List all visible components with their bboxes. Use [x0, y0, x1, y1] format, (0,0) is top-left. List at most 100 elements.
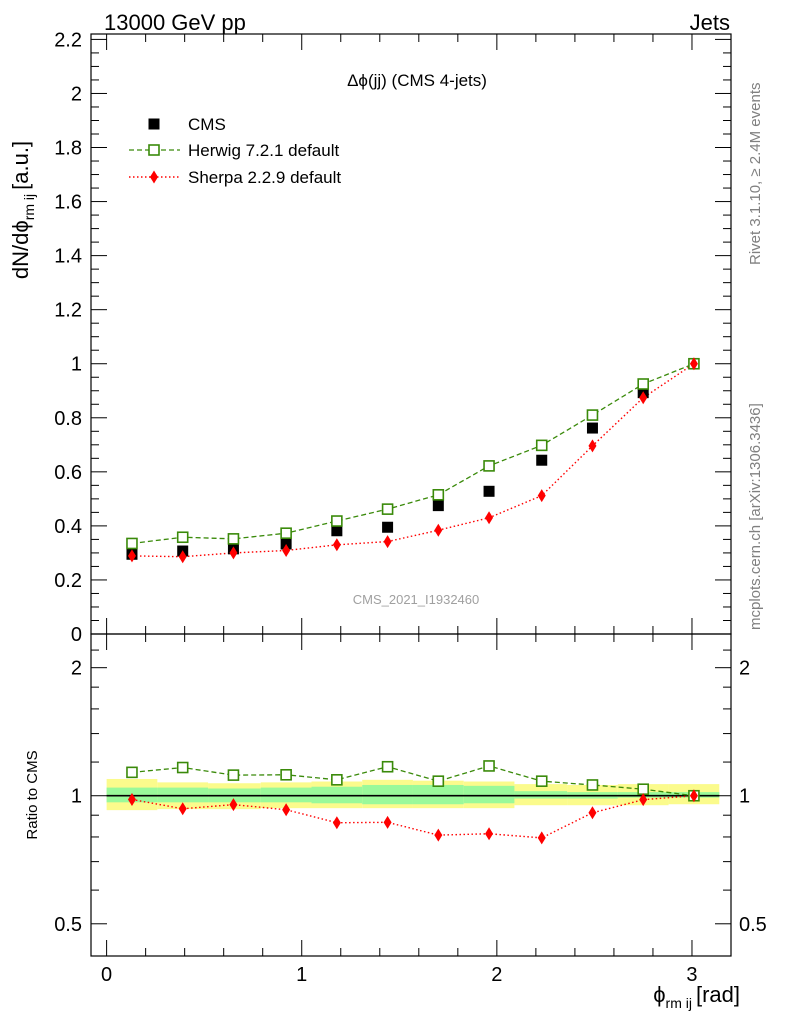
ratio-sherpa-2-2-9-default-point-1	[178, 802, 187, 816]
main-sherpa-2-2-9-default-point-9	[588, 439, 597, 453]
main-herwig-7-2-1-default-point-4	[331, 515, 343, 527]
main-y-tick-label: 0.4	[54, 516, 82, 538]
ratio-band-inner	[463, 785, 515, 804]
main-frame	[90, 33, 732, 635]
x-label-unit: [rad]	[696, 982, 740, 1007]
main-cms-point-5	[382, 521, 394, 533]
main-sherpa-2-2-9-default-point-4	[332, 538, 341, 552]
main-sherpa-2-2-9-default-point-5	[383, 535, 392, 549]
legend-label-sherpa-2-2-9-default: Sherpa 2.2.9 default	[188, 168, 341, 187]
ratio-herwig-7-2-1-default-point-6	[432, 775, 445, 787]
ratio-band-inner	[412, 784, 464, 805]
ratio-sherpa-2-2-9-default-point-7	[485, 827, 494, 841]
x-label-main: ϕ	[653, 982, 665, 1007]
main-y-tick-label: 0.8	[54, 408, 82, 430]
ratio-herwig-7-2-1-default-point-0	[126, 766, 138, 779]
main-sherpa-2-2-9-default-point-6	[434, 523, 443, 537]
x-tick-label: 1	[296, 964, 307, 986]
side-label-bottom: mcplots.cern.ch [arXiv:1306.3436]	[747, 403, 764, 630]
main-y-tick-label: 0.6	[54, 462, 82, 484]
main-sherpa-2-2-9-default-point-8	[537, 489, 546, 503]
legend-label-herwig-7-2-1-default: Herwig 7.2.1 default	[188, 141, 339, 160]
ratio-y-tick-label-right: 1	[739, 786, 750, 808]
ratio-herwig-7-2-1-default-point-8	[535, 775, 548, 787]
ratio-line-sherpa-2-2-9-default	[131, 795, 694, 839]
main-title: Δϕ(jj) (CMS 4-jets)	[347, 71, 487, 90]
ratio-y-label: Ratio to CMS	[24, 750, 41, 839]
main-herwig-7-2-1-default-point-7	[483, 460, 495, 472]
ratio-herwig-7-2-1-default-point-10	[637, 783, 649, 796]
ratio-herwig-7-2-1-default-point-1	[176, 761, 189, 774]
ratio-y-tick-label: 2	[71, 658, 82, 680]
x-label-sub: rm ij	[666, 995, 692, 1011]
main-sherpa-2-2-9-default-point-3	[282, 543, 291, 557]
main-y-tick-label: 2	[71, 83, 82, 105]
main-herwig-7-2-1-default-point-5	[381, 503, 394, 515]
main-cms-point-9	[586, 422, 598, 434]
legend-label-cms: CMS	[188, 115, 226, 134]
x-axis-label: ϕrm ij [rad]	[653, 982, 740, 1011]
ratio-y-tick-label-right: 0.5	[739, 914, 767, 936]
main-y-tick-label: 1.2	[54, 300, 82, 322]
ratio-line-herwig-7-2-1-default	[131, 765, 695, 797]
legend-marker-point-0	[148, 118, 160, 130]
ratio-sherpa-2-2-9-default-point-6	[434, 828, 443, 842]
main-sherpa-2-2-9-default-point-7	[485, 511, 494, 525]
ratio-sherpa-2-2-9-default-point-11	[689, 789, 698, 803]
main-y-label-main: dN/dϕ	[8, 220, 33, 279]
ratio-sherpa-2-2-9-default-point-9	[588, 806, 597, 820]
main-herwig-7-2-1-default-point-8	[535, 439, 548, 452]
ratio-herwig-7-2-1-default-point-2	[227, 769, 240, 781]
main-y-label-unit: [a.u.]	[8, 141, 33, 190]
main-herwig-7-2-1-default-point-3	[280, 527, 292, 539]
main-y-tick-label: 1.4	[54, 246, 82, 268]
main-cms-point-4	[331, 525, 343, 537]
ratio-herwig-7-2-1-default-point-3	[280, 768, 292, 781]
main-y-tick-label: 2.2	[54, 29, 82, 51]
header-right: Jets	[690, 10, 730, 35]
main-sherpa-2-2-9-default-point-2	[229, 546, 238, 560]
x-tick-label: 2	[491, 964, 502, 986]
side-label-top: Rivet 3.1.10, ≥ 2.4M events	[747, 83, 764, 266]
main-y-tick-label: 1.8	[54, 138, 82, 160]
ratio-y-tick-label-right: 2	[739, 658, 750, 680]
header-left: 13000 GeV pp	[104, 10, 246, 35]
ratio-band-inner	[362, 784, 413, 805]
main-line-sherpa-2-2-9-default	[131, 363, 695, 558]
ratio-sherpa-2-2-9-default-point-10	[639, 793, 648, 807]
main-herwig-7-2-1-default-point-2	[227, 533, 240, 545]
ratio-frame	[90, 633, 732, 957]
main-sherpa-2-2-9-default-point-0	[127, 549, 136, 563]
ratio-herwig-7-2-1-default-point-9	[586, 779, 599, 791]
x-tick-label: 3	[686, 964, 697, 986]
legend: CMS Herwig 7.2.1 default Sherpa 2.2.9 defa…	[129, 115, 341, 187]
main-herwig-7-2-1-default-point-10	[637, 378, 649, 390]
main-y-tick-label: 0	[71, 624, 82, 646]
main-y-axis-label: dN/dϕrm ij [a.u.]	[8, 141, 37, 279]
main-cms-point-7	[483, 485, 495, 497]
watermark: CMS_2021_I1932460	[353, 592, 480, 607]
ratio-sherpa-2-2-9-default-point-2	[229, 798, 238, 812]
main-panel: 0 0.2 0.4 0.6 0.8 1 1.2 1.4 1.6 1.8 2 2.2 Δϕ(jj) (C…	[8, 29, 732, 646]
main-sherpa-2-2-9-default-point-1	[178, 550, 187, 564]
ratio-panel: 0 1 2 3 0.5 0.5 1 1 2 2 Ratio to CMS ϕrm ij [rad]	[24, 633, 767, 1011]
ratio-sherpa-2-2-9-default-point-0	[127, 792, 136, 806]
ratio-y-tick-label: 0.5	[54, 914, 82, 936]
main-cms-point-8	[536, 454, 548, 466]
x-tick-label: 0	[101, 964, 112, 986]
main-line-herwig-7-2-1-default	[131, 363, 695, 545]
legend-marker-point-1	[148, 144, 160, 156]
svg-text:dN/dϕrm ij[a.u.]: dN/dϕrm ij [a.u.]	[8, 141, 37, 279]
main-y-tick-label: 0.2	[54, 570, 82, 592]
legend-marker-point-2	[150, 170, 158, 184]
main-herwig-7-2-1-default-point-1	[176, 531, 189, 544]
ratio-sherpa-2-2-9-default-point-5	[383, 815, 392, 829]
ratio-sherpa-2-2-9-default-point-4	[332, 816, 341, 830]
ratio-y-tick-label: 1	[71, 786, 82, 808]
main-y-label-sub: rm ij	[21, 194, 37, 220]
main-y-tick-label: 1	[71, 354, 82, 376]
main-sherpa-2-2-9-default-point-11	[689, 357, 698, 371]
main-cms-point-6	[432, 500, 444, 512]
ratio-sherpa-2-2-9-default-point-3	[282, 803, 291, 817]
